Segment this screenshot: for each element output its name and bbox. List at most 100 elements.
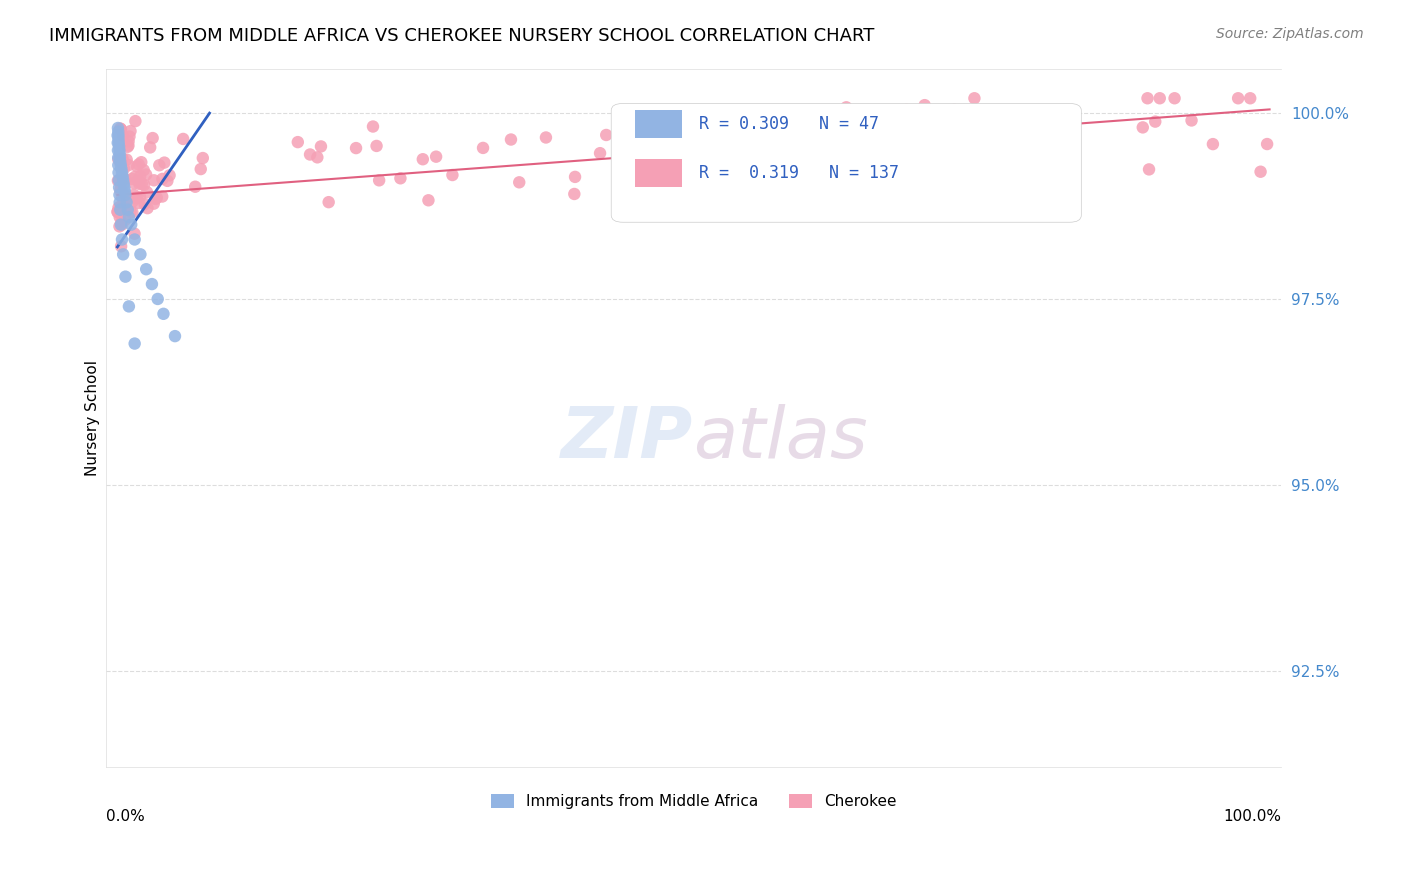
Cherokee [111,128,134,143]
Cherokee [142,196,165,211]
Cherokee [136,185,159,199]
Immigrants from Middle Africa [110,154,132,169]
Cherokee [425,150,447,164]
Cherokee [117,140,139,154]
Cherokee [150,189,173,203]
Cherokee [125,191,148,205]
Immigrants from Middle Africa [111,232,134,246]
Immigrants from Middle Africa [129,247,152,261]
Immigrants from Middle Africa [163,329,186,343]
Immigrants from Middle Africa [112,173,135,187]
Cherokee [112,161,135,176]
Cherokee [963,91,986,105]
Cherokee [595,128,617,142]
Cherokee [110,184,132,198]
Cherokee [1011,109,1033,123]
Cherokee [129,169,152,184]
Cherokee [122,176,145,190]
Immigrants from Middle Africa [107,120,129,135]
Immigrants from Middle Africa [115,195,138,210]
Text: Source: ZipAtlas.com: Source: ZipAtlas.com [1216,27,1364,41]
Immigrants from Middle Africa [107,128,129,143]
Text: R =  0.319   N = 137: R = 0.319 N = 137 [699,164,900,182]
Cherokee [1256,136,1278,151]
Cherokee [159,169,181,183]
Cherokee [118,129,141,144]
Cherokee [562,186,585,201]
Text: 100.0%: 100.0% [1223,809,1281,824]
Cherokee [361,120,384,134]
Immigrants from Middle Africa [108,187,131,202]
Cherokee [107,204,129,219]
Cherokee [110,176,132,190]
Cherokee [172,132,194,146]
Immigrants from Middle Africa [117,202,139,217]
Cherokee [943,103,966,117]
Cherokee [1239,91,1261,105]
Cherokee [589,146,612,161]
Cherokee [441,168,464,182]
Cherokee [107,153,129,167]
Legend: Immigrants from Middle Africa, Cherokee: Immigrants from Middle Africa, Cherokee [485,789,903,815]
Cherokee [534,130,557,145]
Cherokee [132,163,155,178]
Immigrants from Middle Africa [107,136,129,150]
Immigrants from Middle Africa [107,165,129,179]
Cherokee [156,174,179,188]
Cherokee [128,196,150,211]
Cherokee [115,153,138,167]
Immigrants from Middle Africa [110,202,132,217]
Cherokee [117,135,139,149]
Immigrants from Middle Africa [108,143,131,157]
Cherokee [1227,91,1250,105]
Text: R = 0.309   N = 47: R = 0.309 N = 47 [699,115,879,134]
Immigrants from Middle Africa [110,158,132,172]
Cherokee [110,122,132,136]
Cherokee [1144,114,1167,128]
Cherokee [127,160,149,174]
Cherokee [689,158,711,172]
Cherokee [110,181,132,195]
Immigrants from Middle Africa [107,128,129,143]
Cherokee [773,134,796,148]
Cherokee [122,187,145,202]
Cherokee [914,98,936,112]
Cherokee [143,173,166,187]
Text: 0.0%: 0.0% [105,809,145,824]
Cherokee [135,168,157,182]
Immigrants from Middle Africa [108,151,131,165]
Immigrants from Middle Africa [120,218,142,232]
Immigrants from Middle Africa [124,336,146,351]
Cherokee [110,121,132,136]
Cherokee [114,212,136,227]
Immigrants from Middle Africa [107,132,129,146]
Cherokee [121,194,143,209]
Cherokee [1149,91,1171,105]
Cherokee [1202,137,1225,152]
Bar [634,160,682,187]
Cherokee [508,175,530,189]
Cherokee [111,152,134,166]
Cherokee [1018,127,1040,141]
Cherokee [1163,91,1185,105]
Cherokee [1180,113,1202,128]
Immigrants from Middle Africa [152,307,174,321]
Cherokee [114,172,136,186]
Cherokee [1137,162,1160,177]
Cherokee [125,190,148,204]
Cherokee [1136,91,1159,105]
Cherokee [108,210,131,224]
Immigrants from Middle Africa [107,136,129,150]
Cherokee [418,194,440,208]
Cherokee [821,128,844,143]
Immigrants from Middle Africa [111,169,134,184]
Immigrants from Middle Africa [107,158,129,172]
Cherokee [1250,165,1272,179]
Immigrants from Middle Africa [107,173,129,187]
Text: IMMIGRANTS FROM MIDDLE AFRICA VS CHEROKEE NURSERY SCHOOL CORRELATION CHART: IMMIGRANTS FROM MIDDLE AFRICA VS CHEROKE… [49,27,875,45]
Immigrants from Middle Africa [112,247,135,261]
Cherokee [790,107,813,121]
Cherokee [389,171,412,186]
Immigrants from Middle Africa [107,143,129,157]
Cherokee [124,169,146,184]
